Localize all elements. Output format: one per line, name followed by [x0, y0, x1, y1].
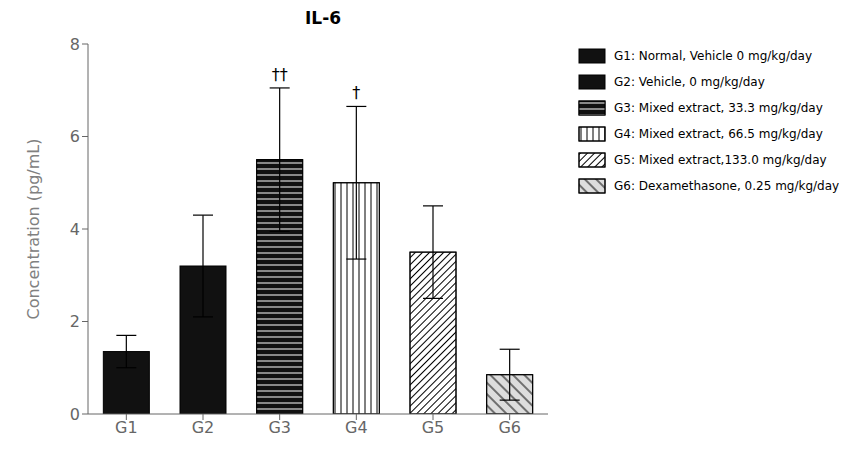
html-text:G3: Mixed extract, 33.3 mg/kg/: G3: Mixed extract, 33.3 mg/kg/day — [614, 101, 823, 115]
svg-text:2: 2 — [70, 312, 80, 331]
html-text:G6: Dexamethasone, 0.25 mg/kg/: G6: Dexamethasone, 0.25 mg/kg/day — [614, 179, 840, 193]
svg-text:8: 8 — [70, 35, 80, 54]
svg-text:Concentration (pg/mL): Concentration (pg/mL) — [24, 139, 43, 320]
html-text:IL-6: IL-6 — [305, 8, 341, 28]
svg-text:4: 4 — [70, 220, 80, 239]
html-text:G1: Normal, Vehicle 0 mg/kg/da: G1: Normal, Vehicle 0 mg/kg/day — [614, 49, 812, 63]
html-text:G5: Mixed extract,133.0 mg/kg/: G5: Mixed extract,133.0 mg/kg/day — [614, 153, 827, 167]
svg-text:G1: G1 — [115, 418, 138, 437]
svg-text:6: 6 — [70, 127, 80, 146]
html-text:G4: Mixed extract, 66.5 mg/kg/: G4: Mixed extract, 66.5 mg/kg/day — [614, 127, 823, 141]
svg-text:G3: G3 — [268, 418, 291, 437]
svg-text:G6: G6 — [498, 418, 521, 437]
svg-text:G5: G5 — [422, 418, 445, 437]
svg-text:0: 0 — [70, 405, 80, 424]
svg-text:††: †† — [272, 65, 288, 84]
svg-text:G4: G4 — [345, 418, 368, 437]
svg-text:G2: G2 — [192, 418, 215, 437]
svg-text:†: † — [352, 83, 360, 102]
html-text:G2: Vehicle, 0 mg/kg/day: G2: Vehicle, 0 mg/kg/day — [614, 75, 765, 89]
